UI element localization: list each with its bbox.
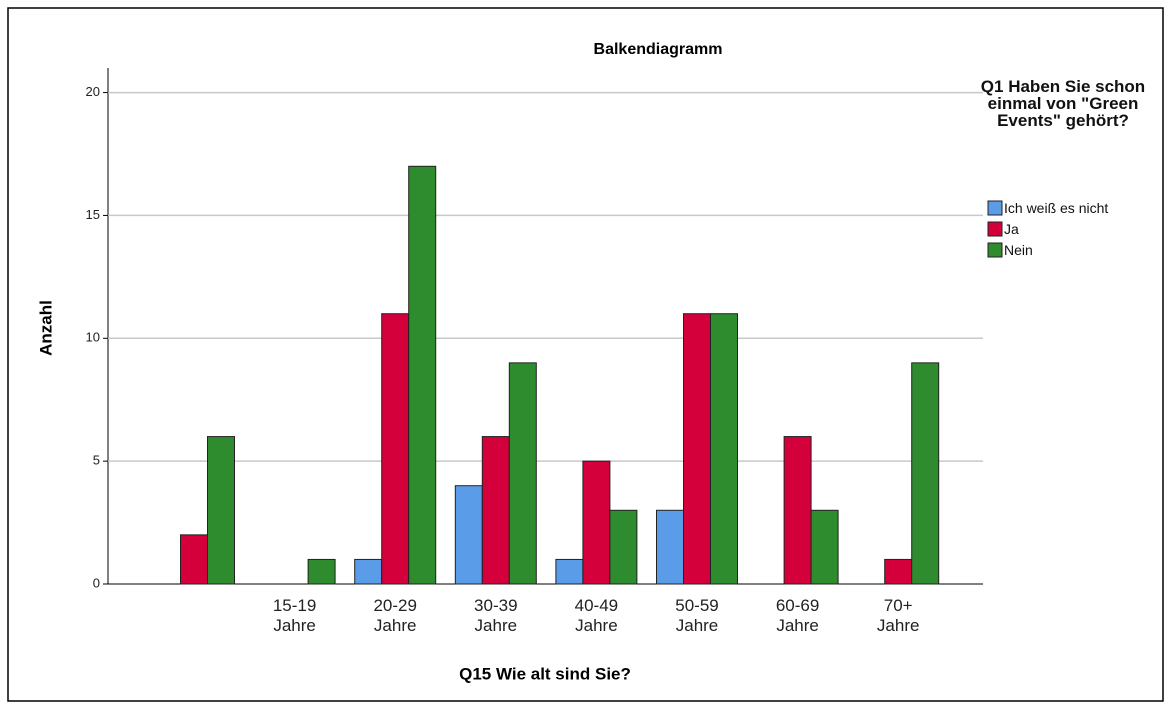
y-axis-label: Anzahl xyxy=(36,300,55,356)
chart-title: Balkendiagramm xyxy=(594,41,723,58)
bar xyxy=(481,436,510,585)
x-tick-label: 15-19 Jahre xyxy=(272,596,317,635)
bar xyxy=(810,509,839,585)
bar xyxy=(207,436,235,585)
bar xyxy=(884,558,913,585)
bar xyxy=(656,509,684,585)
legend-swatch xyxy=(987,242,1003,258)
bar xyxy=(911,362,940,585)
x-tick-label: 70+ Jahre xyxy=(876,596,920,635)
legend-label: Nein xyxy=(1004,242,1033,258)
legend-swatch xyxy=(987,221,1003,237)
bar xyxy=(582,460,611,585)
legend-label: Ja xyxy=(1004,221,1019,237)
x-tick-label: 60-69 Jahre xyxy=(775,596,820,635)
bar xyxy=(307,558,336,585)
bar xyxy=(381,313,410,585)
bar xyxy=(555,558,584,585)
y-tick-label: 0 xyxy=(93,575,100,590)
bar xyxy=(454,485,483,585)
y-tick-label: 20 xyxy=(86,84,100,99)
frame xyxy=(7,7,1164,702)
bar xyxy=(180,534,208,585)
bar xyxy=(408,165,437,585)
legend-label: Ich weiß es nicht xyxy=(1004,200,1109,216)
bar xyxy=(609,509,638,585)
bar xyxy=(710,313,738,585)
x-tick-label: 20-29 Jahre xyxy=(373,596,417,635)
y-tick-label: 15 xyxy=(86,207,100,222)
legend-swatch xyxy=(987,200,1003,216)
bar xyxy=(354,558,383,585)
y-tick-label: 5 xyxy=(93,453,100,468)
legend-title: Q1 Haben Sie schon einmal von "Green Eve… xyxy=(980,77,1146,130)
x-tick-label: 30-39 Jahre xyxy=(474,596,518,635)
x-tick-label: 40-49 Jahre xyxy=(574,596,619,635)
bar xyxy=(508,362,537,585)
y-tick-label: 10 xyxy=(86,330,100,345)
bar xyxy=(683,313,711,585)
x-tick-label: 50-59 Jahre xyxy=(675,596,719,635)
bar xyxy=(783,436,812,585)
x-axis-label: Q15 Wie alt sind Sie? xyxy=(459,664,631,683)
